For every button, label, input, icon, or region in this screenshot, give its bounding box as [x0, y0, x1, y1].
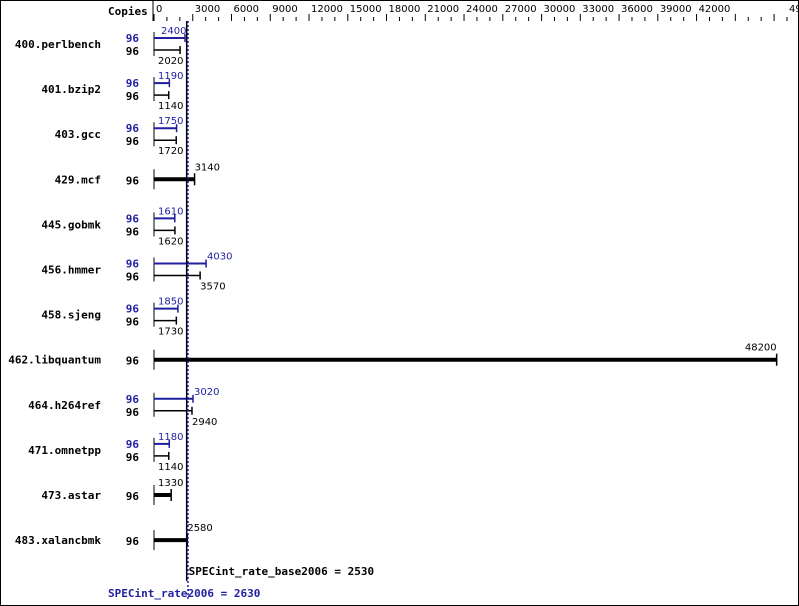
base-value-label: 1330	[158, 478, 183, 489]
benchmark-label: 473.astar	[41, 489, 101, 502]
base-value-label: 2940	[192, 417, 217, 428]
x-tick-label: 12000	[311, 4, 343, 15]
copies-base: 96	[126, 135, 140, 148]
peak-value-label: 1180	[158, 432, 183, 443]
copies-base: 96	[126, 451, 140, 464]
base-value-label: 3570	[200, 282, 225, 293]
copies-base: 96	[126, 316, 140, 329]
x-tick-label: 21000	[427, 4, 459, 15]
base-value-label: 3140	[195, 162, 220, 173]
x-tick-label: 6000	[234, 4, 259, 15]
base-value-label: 1720	[158, 146, 183, 157]
x-tick-label: 24000	[466, 4, 498, 15]
copies-base: 96	[126, 225, 140, 238]
base-value-label: 1140	[158, 101, 183, 112]
x-tick-label: 0	[156, 4, 162, 15]
x-tick-label: 27000	[505, 4, 537, 15]
x-tick-label: 49000	[789, 4, 798, 15]
x-tick-label: 39000	[660, 4, 692, 15]
copies-base: 96	[126, 535, 140, 548]
benchmark-label: 483.xalancbmk	[15, 534, 101, 547]
copies-peak: 96	[126, 212, 140, 225]
benchmark-label: 403.gcc	[55, 128, 101, 141]
copies-peak: 96	[126, 122, 140, 135]
benchmark-label: 464.h264ref	[28, 399, 101, 412]
copies-base: 96	[126, 355, 140, 368]
copies-peak: 96	[126, 77, 140, 90]
copies-peak: 96	[126, 438, 140, 451]
copies-peak: 96	[126, 303, 140, 316]
column-header: Copies	[108, 5, 148, 18]
base-value-label: 1140	[158, 462, 183, 473]
copies-base: 96	[126, 490, 140, 503]
base-value-label: 2020	[158, 56, 183, 67]
x-tick-label: 18000	[389, 4, 421, 15]
base-metric-label: SPECint_rate_base2006 = 2530	[189, 565, 374, 578]
peak-value-label: 2400	[161, 26, 186, 37]
base-value-label: 48200	[745, 343, 777, 354]
copies-peak: 96	[126, 393, 140, 406]
copies-peak: 96	[126, 32, 140, 45]
base-value-label: 2580	[187, 523, 212, 534]
copies-base: 96	[126, 271, 140, 284]
x-tick-label: 15000	[350, 4, 382, 15]
base-value-label: 1620	[158, 236, 183, 247]
x-tick-label: 33000	[582, 4, 614, 15]
x-tick-label: 30000	[544, 4, 576, 15]
x-tick-label: 9000	[272, 4, 297, 15]
peak-value-label: 4030	[207, 252, 232, 263]
copies-peak: 96	[126, 258, 140, 271]
benchmark-label: 462.libquantum	[8, 354, 101, 367]
benchmark-label: 429.mcf	[55, 173, 101, 186]
peak-value-label: 3020	[194, 387, 219, 398]
benchmark-label: 471.omnetpp	[28, 444, 101, 457]
peak-value-label: 1610	[158, 206, 183, 217]
copies-base: 96	[126, 406, 140, 419]
x-tick-label: 36000	[621, 4, 653, 15]
x-tick-label: 42000	[699, 4, 731, 15]
peak-metric-label: SPECint_rate2006 = 2630	[108, 587, 260, 600]
benchmark-label: 456.hmmer	[41, 264, 101, 277]
benchmark-label: 458.sjeng	[41, 309, 101, 322]
copies-base: 96	[126, 90, 140, 103]
copies-base: 96	[126, 45, 140, 58]
benchmark-label: 445.gobmk	[41, 218, 101, 231]
benchmark-label: 401.bzip2	[41, 83, 101, 96]
peak-value-label: 1750	[158, 116, 183, 127]
benchmark-label: 400.perlbench	[15, 38, 101, 51]
peak-value-label: 1190	[158, 71, 183, 82]
copies-base: 96	[126, 174, 140, 187]
base-value-label: 1730	[158, 327, 183, 338]
x-tick-label: 3000	[195, 4, 220, 15]
peak-value-label: 1850	[158, 297, 183, 308]
